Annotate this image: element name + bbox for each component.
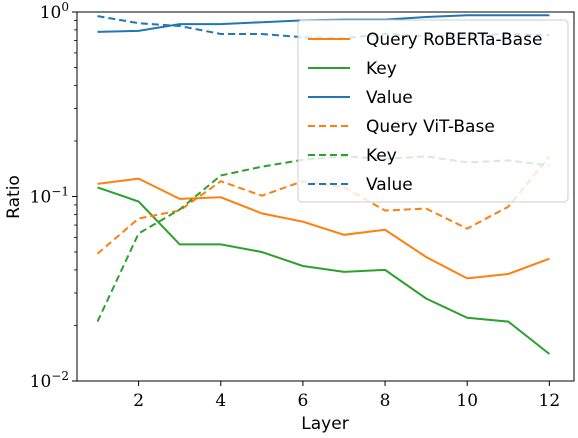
y-tick-label: 10−2 <box>30 369 69 392</box>
legend-label: Value <box>366 175 413 195</box>
x-tick-label: 12 <box>539 391 561 411</box>
y-axis-label: Ratio <box>4 175 24 219</box>
legend-label: Query ViT-Base <box>366 117 495 137</box>
x-tick-label: 4 <box>215 391 226 411</box>
y-tick-label: 100 <box>40 0 69 23</box>
series-line-0 <box>97 177 550 280</box>
legend-label: Query RoBERTa-Base <box>366 30 542 50</box>
x-tick-label: 2 <box>133 391 144 411</box>
axes-layer: 2 4 6 8 10 12 100 10−1 10−2 <box>30 0 575 411</box>
legend-label: Key <box>366 59 397 79</box>
x-axis-label: Layer <box>301 414 348 434</box>
x-tick-label: 6 <box>297 391 308 411</box>
legend-label: Value <box>366 88 413 108</box>
legend-label: Key <box>366 146 397 166</box>
legend-box <box>297 19 569 203</box>
series-line-1 <box>97 186 551 355</box>
legend: Query RoBERTa-Base Key Value Query ViT-Base… <box>297 19 569 203</box>
x-tick-label: 10 <box>456 391 478 411</box>
y-tick-label: 10−1 <box>30 185 69 208</box>
x-tick-label: 8 <box>380 391 391 411</box>
